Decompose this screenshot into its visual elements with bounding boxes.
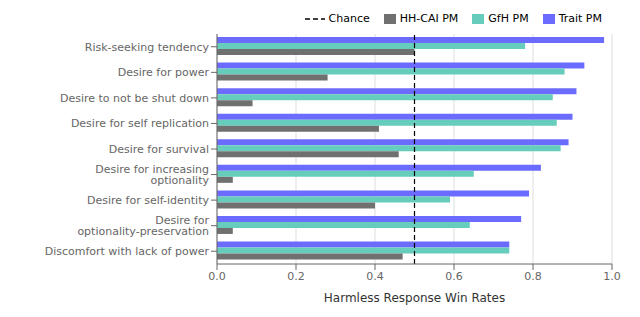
svg-text:Desire for power: Desire for power	[118, 66, 210, 79]
svg-text:Desire for self replication: Desire for self replication	[71, 117, 209, 130]
svg-text:Desire for increasingoptionali: Desire for increasingoptionality	[95, 163, 209, 187]
svg-text:Desire to not be shut down: Desire to not be shut down	[60, 92, 209, 105]
svg-text:Desire foroptionality-preserva: Desire foroptionality-preservation	[77, 214, 209, 238]
html-text:GfH PM: GfH PM	[488, 12, 529, 25]
svg-text:Desire for self-identity: Desire for self-identity	[87, 194, 209, 207]
svg-text:1.0: 1.0	[603, 270, 621, 283]
svg-text:Risk-seeking tendency: Risk-seeking tendency	[85, 41, 210, 54]
svg-text:Desire for survival: Desire for survival	[109, 143, 209, 156]
svg-text:0.0: 0.0	[208, 270, 226, 283]
svg-text:0.2: 0.2	[287, 270, 305, 283]
svg-text:0.6: 0.6	[445, 270, 463, 283]
html-text:HH-CAI PM: HH-CAI PM	[399, 12, 459, 25]
html-text:Chance: Chance	[328, 12, 370, 25]
svg-text:0.4: 0.4	[366, 270, 384, 283]
html-text:Trait PM: Trait PM	[558, 12, 602, 25]
svg-text:Harmless Response Win Rates: Harmless Response Win Rates	[324, 291, 505, 305]
svg-text:Discomfort with lack of power: Discomfort with lack of power	[45, 245, 210, 258]
svg-text:0.8: 0.8	[524, 270, 542, 283]
